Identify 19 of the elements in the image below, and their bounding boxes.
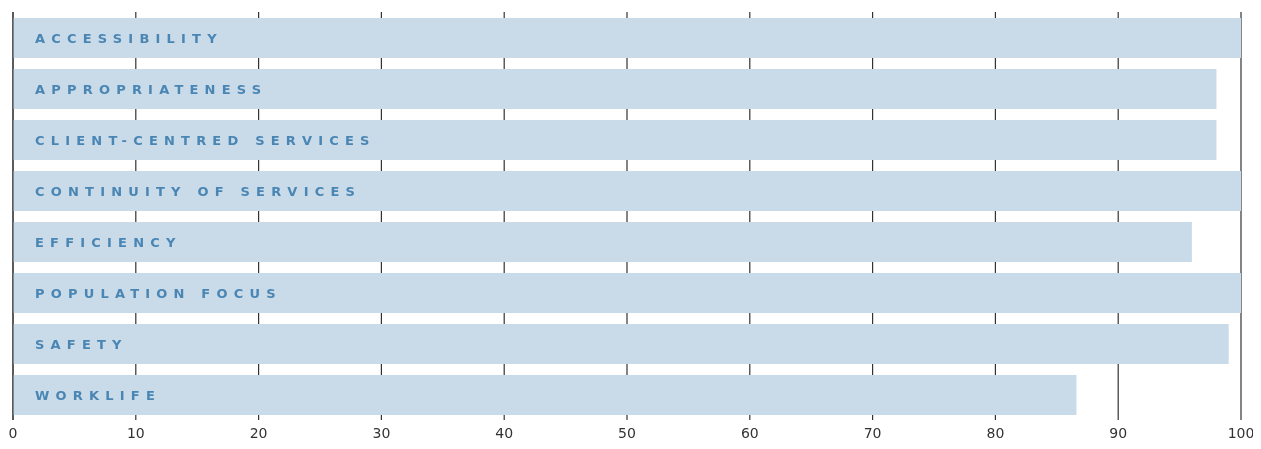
y-tick-label: ACCESSIBILITY <box>35 30 223 46</box>
x-tick-label: 60 <box>740 424 759 441</box>
x-tick-label: 10 <box>126 424 145 441</box>
x-tick-label: 30 <box>372 424 391 441</box>
x-tick-label: 50 <box>618 424 636 441</box>
y-tick-label: APPROPRIATENESS <box>35 81 268 97</box>
x-tick-label: 0 <box>8 424 18 441</box>
x-tick-label: 80 <box>986 424 1005 441</box>
x-tick-label: 40 <box>495 424 514 441</box>
y-tick-label: POPULATION FOCUS <box>35 285 282 301</box>
x-tick-label: 90 <box>1109 424 1128 441</box>
y-tick-label: CONTINUITY OF SERVICES <box>35 183 362 199</box>
y-tick-label: WORKLIFE <box>35 387 161 403</box>
x-tick-label: 100 <box>1227 424 1255 441</box>
y-tick-label: SAFETY <box>35 336 128 352</box>
x-tick-label: 20 <box>249 424 268 441</box>
x-tick-label: 70 <box>863 424 882 441</box>
y-tick-label: CLIENT-CENTRED SERVICES <box>35 132 376 148</box>
y-tick-label: EFFICIENCY <box>35 234 182 250</box>
